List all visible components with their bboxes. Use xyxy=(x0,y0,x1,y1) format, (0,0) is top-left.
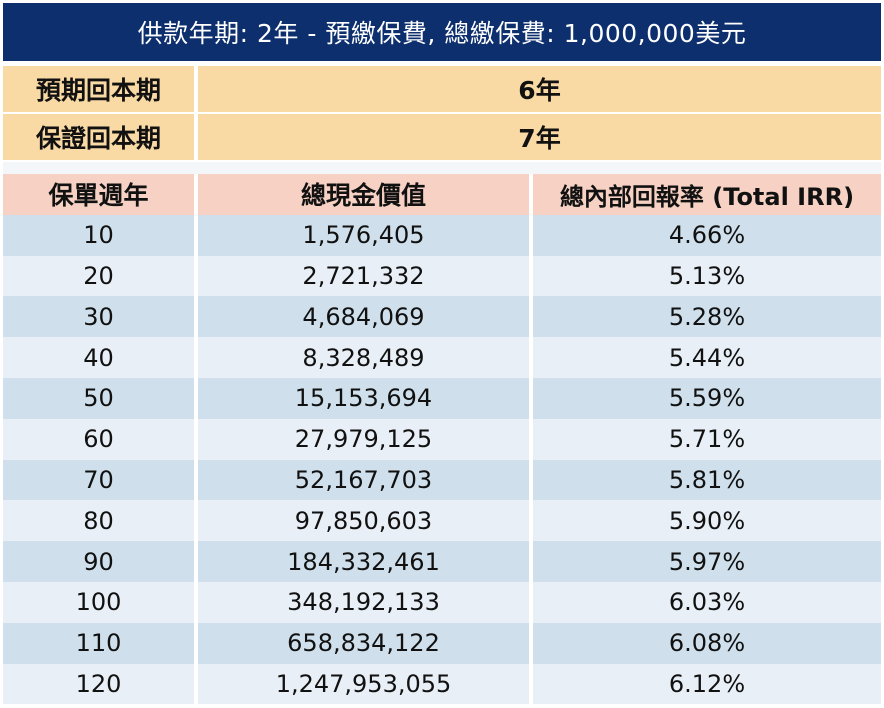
cell-policy-year: 120 xyxy=(3,663,194,705)
table-row: 40 8,328,489 5.44% xyxy=(3,337,881,378)
cell-total-cash-value: 15,153,694 xyxy=(198,377,529,419)
table-row: 90 184,332,461 5.97% xyxy=(3,541,881,582)
column-header-total-irr: 總內部回報率 (Total IRR) xyxy=(533,174,881,215)
table-header-row: 保單週年 總現金價值 總內部回報率 (Total IRR) xyxy=(3,174,881,215)
cell-total-irr: 4.66% xyxy=(533,214,881,256)
cell-total-irr: 5.28% xyxy=(533,296,881,338)
cash-value-table: 保單週年 總現金價值 總內部回報率 (Total IRR) 10 1,576,40… xyxy=(3,174,881,705)
table-body: 10 1,576,405 4.66% 20 2,721,332 5.13% 30 4,684,… xyxy=(3,214,881,705)
cell-total-irr: 5.44% xyxy=(533,337,881,378)
cell-policy-year: 30 xyxy=(3,296,194,338)
cell-total-irr: 6.03% xyxy=(533,581,881,623)
cell-total-cash-value: 1,576,405 xyxy=(198,214,529,256)
cell-policy-year: 10 xyxy=(3,214,194,256)
cell-policy-year: 20 xyxy=(3,255,194,297)
summary-value: 7年 xyxy=(198,114,881,160)
table-row: 60 27,979,125 5.71% xyxy=(3,418,881,460)
cell-total-irr: 5.81% xyxy=(533,459,881,501)
cell-total-irr: 6.12% xyxy=(533,663,881,705)
table-row: 70 52,167,703 5.81% xyxy=(3,459,881,501)
summary-value: 6年 xyxy=(198,66,881,112)
cell-policy-year: 50 xyxy=(3,377,194,419)
cell-policy-year: 90 xyxy=(3,541,194,582)
cell-total-cash-value: 1,247,953,055 xyxy=(198,663,529,705)
cell-policy-year: 40 xyxy=(3,337,194,378)
cell-total-cash-value: 52,167,703 xyxy=(198,459,529,501)
cell-total-irr: 5.71% xyxy=(533,418,881,460)
cell-total-cash-value: 658,834,122 xyxy=(198,622,529,664)
cell-total-irr: 6.08% xyxy=(533,622,881,664)
cell-total-irr: 5.13% xyxy=(533,255,881,297)
page-title: 供款年期: 2年 - 預繳保費, 總繳保費: 1,000,000美元 xyxy=(3,3,881,61)
cell-policy-year: 80 xyxy=(3,500,194,542)
cell-policy-year: 100 xyxy=(3,581,194,623)
cell-total-cash-value: 2,721,332 xyxy=(198,255,529,297)
cell-policy-year: 70 xyxy=(3,459,194,501)
cell-total-cash-value: 27,979,125 xyxy=(198,418,529,460)
cell-total-cash-value: 97,850,603 xyxy=(198,500,529,542)
table-row: 20 2,721,332 5.13% xyxy=(3,255,881,297)
cell-total-irr: 5.59% xyxy=(533,377,881,419)
cell-policy-year: 110 xyxy=(3,622,194,664)
table-row: 50 15,153,694 5.59% xyxy=(3,377,881,419)
table-row: 30 4,684,069 5.28% xyxy=(3,296,881,338)
section-divider xyxy=(3,162,881,174)
table-row: 10 1,576,405 4.66% xyxy=(3,214,881,256)
cell-policy-year: 60 xyxy=(3,418,194,460)
summary-label: 保證回本期 xyxy=(3,114,194,160)
column-header-policy-year: 保單週年 xyxy=(3,174,194,215)
cell-total-cash-value: 4,684,069 xyxy=(198,296,529,338)
table-row: 120 1,247,953,055 6.12% xyxy=(3,663,881,705)
cell-total-cash-value: 348,192,133 xyxy=(198,581,529,623)
cell-total-cash-value: 8,328,489 xyxy=(198,337,529,378)
cell-total-irr: 5.97% xyxy=(533,541,881,582)
cell-total-irr: 5.90% xyxy=(533,500,881,542)
table-row: 110 658,834,122 6.08% xyxy=(3,622,881,664)
table-row: 80 97,850,603 5.90% xyxy=(3,500,881,542)
summary-row-expected-payback: 預期回本期 6年 xyxy=(3,66,881,112)
table-row: 100 348,192,133 6.03% xyxy=(3,581,881,623)
summary-row-guaranteed-payback: 保證回本期 7年 xyxy=(3,114,881,160)
column-header-total-cash-value: 總現金價值 xyxy=(198,174,529,215)
summary-label: 預期回本期 xyxy=(3,66,194,112)
cell-total-cash-value: 184,332,461 xyxy=(198,541,529,582)
